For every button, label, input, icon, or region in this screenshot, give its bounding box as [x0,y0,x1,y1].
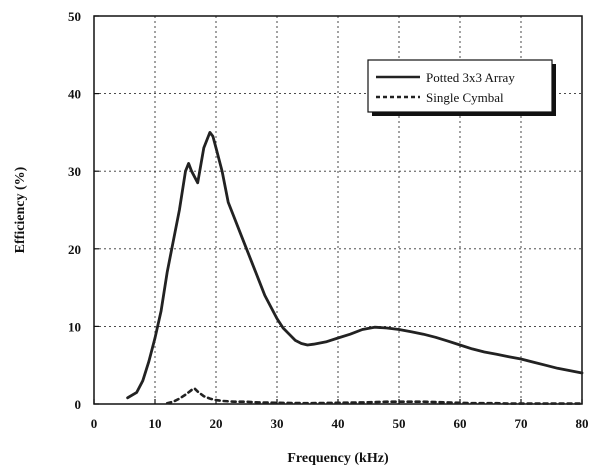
x-tick-label: 80 [576,416,589,431]
legend-label-single-cymbal: Single Cymbal [426,90,504,105]
legend: Potted 3x3 Array Single Cymbal [367,59,556,116]
y-axis-label: Efficiency (%) [13,166,28,253]
x-tick-label: 20 [210,416,223,431]
x-tick-label: 70 [515,416,528,431]
legend-shadow [372,112,556,116]
x-tick-label: 0 [91,416,98,431]
series-line-single-cymbal [165,387,584,405]
y-tick-label: 20 [68,242,81,257]
y-tick-label: 10 [68,319,81,334]
series-line-potted-array [126,131,584,400]
axis-ticks: 0 10 20 30 40 50 60 70 80 0 10 20 30 40 50 [68,9,589,431]
x-axis-label: Frequency (kHz) [287,451,389,466]
legend-shadow-side [552,64,556,116]
x-tick-label: 60 [454,416,467,431]
legend-label-potted-array: Potted 3x3 Array [426,70,515,85]
y-tick-label: 0 [75,397,82,412]
x-tick-label: 50 [393,416,406,431]
x-tick-label: 30 [271,416,284,431]
series-layer [126,131,584,405]
x-tick-label: 40 [332,416,345,431]
y-tick-label: 30 [68,164,81,179]
x-tick-label: 10 [149,416,162,431]
y-tick-label: 40 [68,87,81,102]
y-tick-label: 50 [68,9,81,24]
